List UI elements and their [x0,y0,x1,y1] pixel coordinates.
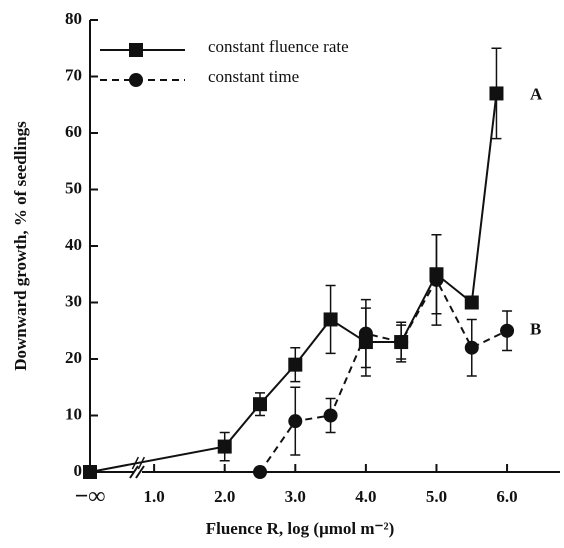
series-line [259,277,508,473]
legend-marker [129,73,143,87]
line-break [131,456,146,470]
marker [323,408,338,423]
y-tick-label: 80 [65,9,82,28]
marker [288,357,303,372]
x-tick-label: 2.0 [214,487,235,506]
y-tick-label: 20 [65,348,82,367]
y-axis-label: Downward growth, % of seedlings [11,121,30,371]
marker [323,312,338,327]
y-tick-label: 50 [65,178,82,197]
x-tick-label: 4.0 [355,487,376,506]
y-tick-label: 70 [65,65,82,84]
marker [464,295,479,310]
marker [358,326,373,341]
series-line [89,93,498,473]
y-tick-label: 30 [65,291,82,310]
marker [253,465,267,479]
y-tick-label: 60 [65,122,82,141]
axis-break [129,465,145,479]
marker [429,272,444,287]
annotation: A [530,84,543,103]
marker [83,465,97,479]
x-tick-label: 1.0 [143,487,164,506]
y-tick-label: 0 [74,461,83,480]
marker [288,414,303,429]
legend-label: constant time [208,67,299,86]
x-axis-label: Fluence R, log (μmol m⁻²) [206,519,394,538]
annotation: B [530,320,541,339]
legend-marker [129,43,143,57]
x-tick-label: 6.0 [496,487,517,506]
x-tick-label: −∞ [75,484,106,510]
marker [217,439,232,454]
marker [253,397,267,412]
marker [394,335,409,350]
y-tick-label: 40 [65,235,82,254]
legend-label: constant fluence rate [208,37,349,56]
x-tick-label: 3.0 [285,487,306,506]
marker [464,340,479,355]
x-tick-label: 5.0 [426,487,447,506]
marker [500,323,515,338]
y-tick-label: 10 [65,404,82,423]
marker [489,86,504,101]
